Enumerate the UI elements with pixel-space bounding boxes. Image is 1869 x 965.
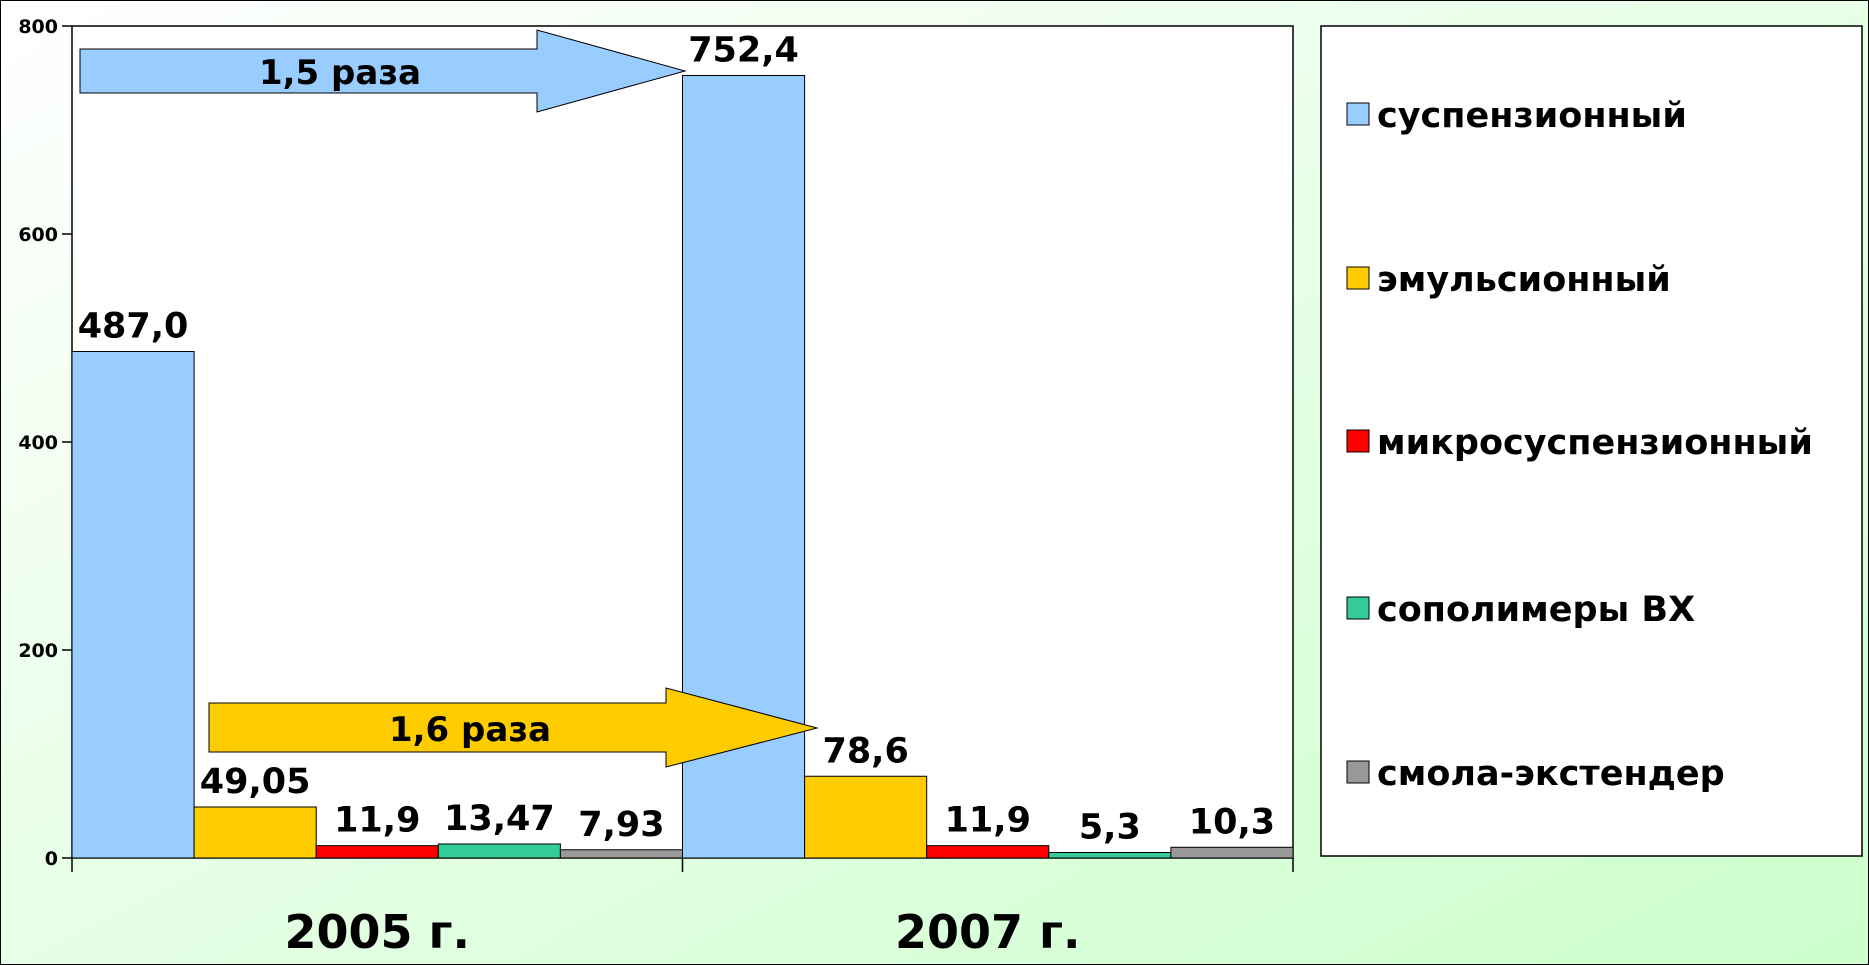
value-label: 78,6 — [822, 731, 908, 771]
legend-swatch — [1346, 596, 1370, 620]
arrow — [79, 29, 687, 113]
bar — [193, 806, 317, 859]
bar — [926, 845, 1050, 859]
legend-label: эмульсионный — [1377, 260, 1671, 300]
value-label: 49,05 — [200, 762, 311, 802]
bar — [315, 845, 439, 859]
value-label: 11,9 — [334, 801, 420, 841]
y-tick-label: 200 — [18, 640, 58, 662]
bar — [804, 775, 928, 859]
legend-label: смола-экстендер — [1377, 754, 1725, 794]
legend-swatch — [1346, 760, 1370, 784]
value-label: 10,3 — [1189, 802, 1275, 842]
legend-box — [1320, 25, 1863, 857]
value-label: 5,3 — [1079, 807, 1141, 847]
legend-label: сополимеры ВХ — [1377, 590, 1695, 630]
legend-label: микросуспензионный — [1377, 423, 1813, 463]
value-label: 7,93 — [578, 805, 664, 845]
bar — [437, 843, 561, 859]
legend-label: суспензионный — [1377, 96, 1687, 136]
legend-swatch — [1346, 102, 1370, 126]
bar — [71, 351, 195, 859]
annotation: 1,5 раза — [259, 53, 421, 93]
legend-swatch — [1346, 429, 1370, 453]
bar — [1170, 846, 1294, 859]
bar — [1048, 851, 1172, 859]
legend-swatch — [1346, 266, 1370, 290]
y-tick-label: 0 — [45, 848, 58, 870]
annotation: 1,6 раза — [389, 710, 551, 750]
x-tick-label: 2005 г. — [284, 905, 470, 959]
arrow — [208, 687, 819, 768]
value-label: 752,4 — [688, 31, 799, 71]
bar — [559, 849, 684, 859]
y-tick-label: 800 — [18, 16, 58, 38]
y-tick-label: 600 — [18, 224, 58, 246]
value-label: 487,0 — [78, 307, 189, 347]
x-tick-label: 2007 г. — [895, 905, 1081, 959]
y-tick-label: 400 — [18, 432, 58, 454]
value-label: 13,47 — [444, 799, 555, 839]
value-label: 11,9 — [945, 801, 1031, 841]
